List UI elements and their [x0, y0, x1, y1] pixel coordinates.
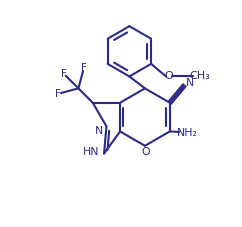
Text: N: N — [186, 78, 194, 88]
Text: N: N — [95, 126, 103, 136]
Text: NH₂: NH₂ — [177, 128, 198, 138]
Text: HN: HN — [83, 147, 99, 157]
Text: F: F — [61, 69, 67, 79]
Text: CH₃: CH₃ — [189, 72, 210, 81]
Text: O: O — [141, 147, 150, 157]
Text: F: F — [81, 63, 87, 73]
Text: O: O — [165, 72, 173, 81]
Text: F: F — [55, 89, 61, 99]
